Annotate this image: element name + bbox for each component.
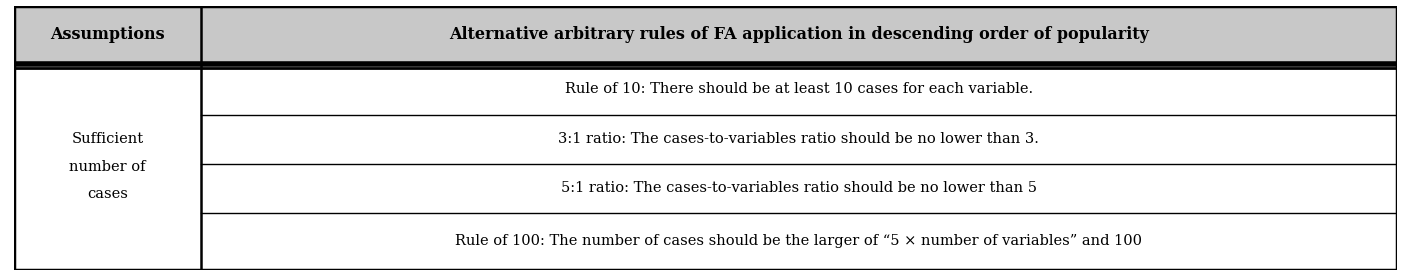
Text: Assumptions: Assumptions <box>51 26 165 43</box>
Text: 3:1 ratio: The cases-to-variables ratio should be no lower than 3.: 3:1 ratio: The cases-to-variables ratio … <box>559 133 1040 147</box>
Text: Alternative arbitrary rules of FA application in descending order of popularity: Alternative arbitrary rules of FA applic… <box>449 26 1149 43</box>
Bar <box>200 6 1397 64</box>
Text: Rule of 100: The number of cases should be the larger of “5 × number of variable: Rule of 100: The number of cases should … <box>456 234 1143 248</box>
Bar <box>14 6 200 64</box>
Text: Rule of 10: There should be at least 10 cases for each variable.: Rule of 10: There should be at least 10 … <box>564 82 1033 96</box>
Text: 5:1 ratio: The cases-to-variables ratio should be no lower than 5: 5:1 ratio: The cases-to-variables ratio … <box>560 181 1037 195</box>
Text: Sufficient
number of
cases: Sufficient number of cases <box>69 132 145 201</box>
